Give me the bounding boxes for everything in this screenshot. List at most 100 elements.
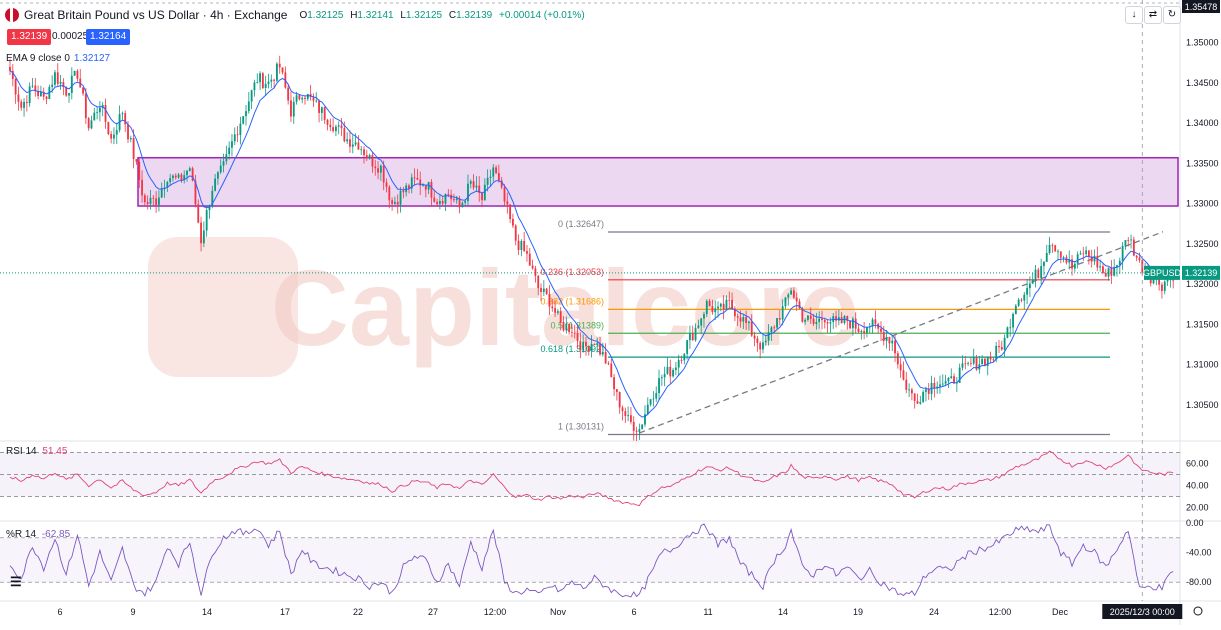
candle-body xyxy=(163,187,166,189)
candle-body xyxy=(360,149,363,151)
last-price-tag xyxy=(1182,265,1220,280)
candle-body xyxy=(273,79,276,81)
candle-body xyxy=(537,275,540,289)
candle-body xyxy=(528,253,531,266)
candle-body xyxy=(42,91,45,97)
candle-body xyxy=(495,167,497,174)
candle-body xyxy=(239,123,242,136)
candle-body xyxy=(166,181,169,188)
candle-body xyxy=(385,182,388,187)
candle-body xyxy=(1110,267,1113,276)
candle-body xyxy=(1062,257,1065,258)
candle-body xyxy=(1059,251,1062,258)
candle-body xyxy=(759,343,762,350)
candle-body xyxy=(1085,250,1088,254)
refresh-icon[interactable]: ↻ xyxy=(1163,6,1181,24)
candle-body xyxy=(829,322,832,324)
candle-body xyxy=(947,378,950,382)
wr-legend[interactable]: %R 14 -62.85 xyxy=(6,529,70,540)
candle-body xyxy=(357,142,360,150)
candle-body xyxy=(691,333,694,341)
candle-body xyxy=(894,340,896,354)
candle-body xyxy=(1132,239,1135,256)
ema-legend[interactable]: EMA 9 close 0 1.32127 xyxy=(6,53,110,64)
candle-body xyxy=(228,147,231,155)
candle-body xyxy=(287,87,290,101)
candle-body xyxy=(1009,327,1012,329)
candle-body xyxy=(579,341,582,351)
candle-body xyxy=(236,134,239,136)
candle-body xyxy=(1048,244,1051,254)
candle-body xyxy=(618,391,621,408)
candle-body xyxy=(739,317,742,322)
candle-body xyxy=(804,319,807,322)
candle-body xyxy=(731,299,733,309)
down-arrow-icon[interactable]: ↓ xyxy=(1125,6,1143,24)
candle-body xyxy=(59,81,62,84)
candle-body xyxy=(950,376,953,379)
buy-button[interactable]: 1.32164 xyxy=(86,29,131,45)
symbol-title[interactable]: Great Britain Pound vs US Dollar · 4h · … xyxy=(24,8,288,22)
candle-body xyxy=(96,112,99,114)
close-value: 1.32139 xyxy=(456,9,493,21)
candle-body xyxy=(711,306,714,313)
candle-body xyxy=(615,389,618,392)
candle-body xyxy=(953,376,955,384)
candle-body xyxy=(913,393,916,401)
candle-body xyxy=(700,318,703,326)
candle-body xyxy=(253,82,256,91)
candle-body xyxy=(1023,294,1026,301)
candle-body xyxy=(770,327,773,333)
candle-body xyxy=(1130,239,1132,241)
candle-body xyxy=(736,316,739,318)
candle-body xyxy=(652,398,655,400)
candle-body xyxy=(733,308,736,317)
candle-body xyxy=(427,181,430,190)
fib-level-label: 0 (1.32647) xyxy=(558,219,604,229)
candle-body xyxy=(846,316,849,322)
candle-body xyxy=(138,161,141,180)
candle-body xyxy=(295,95,298,102)
candle-body xyxy=(149,197,152,205)
candle-body xyxy=(216,172,219,179)
candle-body xyxy=(1099,266,1102,268)
candle-body xyxy=(514,225,517,241)
sell-button[interactable]: 1.32139 xyxy=(7,29,52,45)
candle-body xyxy=(520,241,523,250)
candle-body xyxy=(82,87,84,94)
candle-body xyxy=(14,78,17,95)
candle-body xyxy=(410,177,413,189)
candle-body xyxy=(526,251,528,254)
price-axis-label: 1.34500 xyxy=(1186,78,1219,88)
candle-body xyxy=(967,362,970,364)
candle-body xyxy=(202,230,205,244)
candle-body xyxy=(351,144,354,147)
candle-body xyxy=(1031,279,1034,284)
fib-level-label: 1 (1.30131) xyxy=(558,422,604,432)
candle-body xyxy=(506,201,509,205)
candle-body xyxy=(613,377,615,390)
candle-body xyxy=(363,149,365,156)
candle-body xyxy=(694,327,697,341)
candle-body xyxy=(725,299,728,310)
candle-body xyxy=(916,400,919,404)
candle-body xyxy=(585,341,587,347)
rsi-legend[interactable]: RSI 14 51.45 xyxy=(6,446,67,457)
candle-body xyxy=(1124,240,1127,246)
candle-body xyxy=(512,218,514,226)
candle-body xyxy=(318,100,320,113)
candle-body xyxy=(349,139,351,147)
candle-body xyxy=(933,382,936,389)
candle-body xyxy=(121,113,124,115)
candle-body xyxy=(129,138,132,140)
last-price-tag-text: 1.32139 xyxy=(1185,268,1218,278)
candle-body xyxy=(644,414,646,425)
candle-body xyxy=(680,360,683,361)
candle-body xyxy=(1073,263,1076,269)
candle-body xyxy=(143,195,146,203)
collapse-icon[interactable]: ⇄ xyxy=(1144,6,1162,24)
candle-body xyxy=(927,389,930,394)
candle-body xyxy=(174,175,177,178)
